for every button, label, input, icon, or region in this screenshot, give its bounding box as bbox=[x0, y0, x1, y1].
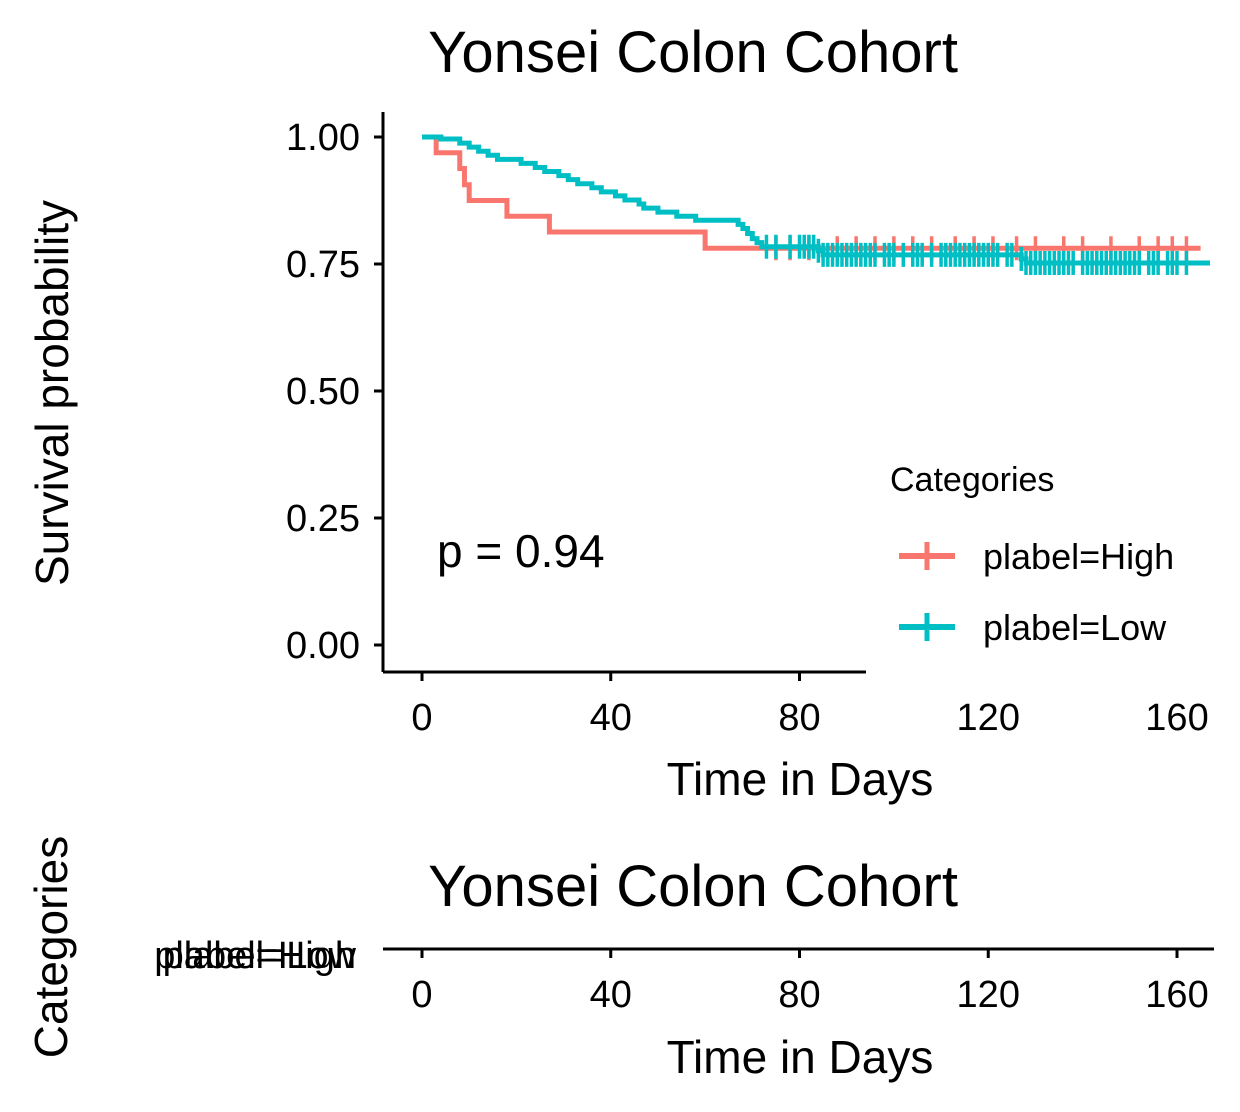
table-y-axis-title: Categories bbox=[25, 836, 77, 1058]
table-row-label-low: plabel=Low bbox=[163, 935, 357, 977]
survival-curves bbox=[422, 134, 1211, 275]
series-low bbox=[422, 134, 1211, 275]
y-axis-ticks: 0.00 0.25 0.50 0.75 1.00 bbox=[286, 117, 383, 667]
legend-item-low: plabel=Low bbox=[899, 607, 1167, 648]
x-tick-label: 120 bbox=[957, 697, 1020, 739]
legend-title: Categories bbox=[890, 461, 1054, 499]
chart-title: Yonsei Colon Cohort bbox=[428, 20, 958, 85]
y-tick-label: 0.50 bbox=[286, 371, 360, 413]
legend-label-low: plabel=Low bbox=[983, 607, 1167, 648]
series-high bbox=[422, 134, 1201, 261]
x-axis-title: Time in Days bbox=[667, 753, 934, 805]
table-x-axis-ticks: 0 40 80 120 160 bbox=[411, 949, 1209, 1016]
y-tick-label: 1.00 bbox=[286, 117, 360, 159]
legend-label-high: plabel=High bbox=[983, 536, 1174, 577]
y-tick-label: 0.25 bbox=[286, 498, 360, 540]
table-x-axis-title: Time in Days bbox=[667, 1031, 934, 1083]
legend-item-high: plabel=High bbox=[899, 536, 1174, 577]
y-tick-label: 0.00 bbox=[286, 625, 360, 667]
y-tick-label: 0.75 bbox=[286, 244, 360, 286]
x-tick-label: 0 bbox=[411, 697, 432, 739]
risk-table-panel: Yonsei Colon Cohort Categories Time in D… bbox=[25, 836, 1214, 1083]
survival-curve-line bbox=[422, 134, 1211, 266]
table-x-tick-label: 160 bbox=[1145, 974, 1208, 1016]
p-value-annotation: p = 0.94 bbox=[437, 525, 605, 577]
table-x-tick-label: 120 bbox=[957, 974, 1020, 1016]
table-x-tick-label: 40 bbox=[590, 974, 632, 1016]
x-axis-ticks: 0 40 80 120 160 bbox=[411, 672, 1209, 739]
y-axis-title: Survival probability bbox=[26, 200, 78, 586]
legend: Categories plabel=High plabel=Low bbox=[890, 461, 1174, 648]
x-tick-label: 40 bbox=[590, 697, 632, 739]
survival-curve-line bbox=[422, 134, 1201, 251]
x-tick-label: 80 bbox=[778, 697, 820, 739]
table-row-label-high: plabel=High bbox=[154, 935, 356, 977]
km-plot-panel: Yonsei Colon Cohort Survival probability… bbox=[26, 20, 1211, 805]
x-tick-label: 160 bbox=[1145, 697, 1208, 739]
table-title: Yonsei Colon Cohort bbox=[428, 854, 958, 919]
table-x-tick-label: 0 bbox=[411, 974, 432, 1016]
table-x-tick-label: 80 bbox=[778, 974, 820, 1016]
